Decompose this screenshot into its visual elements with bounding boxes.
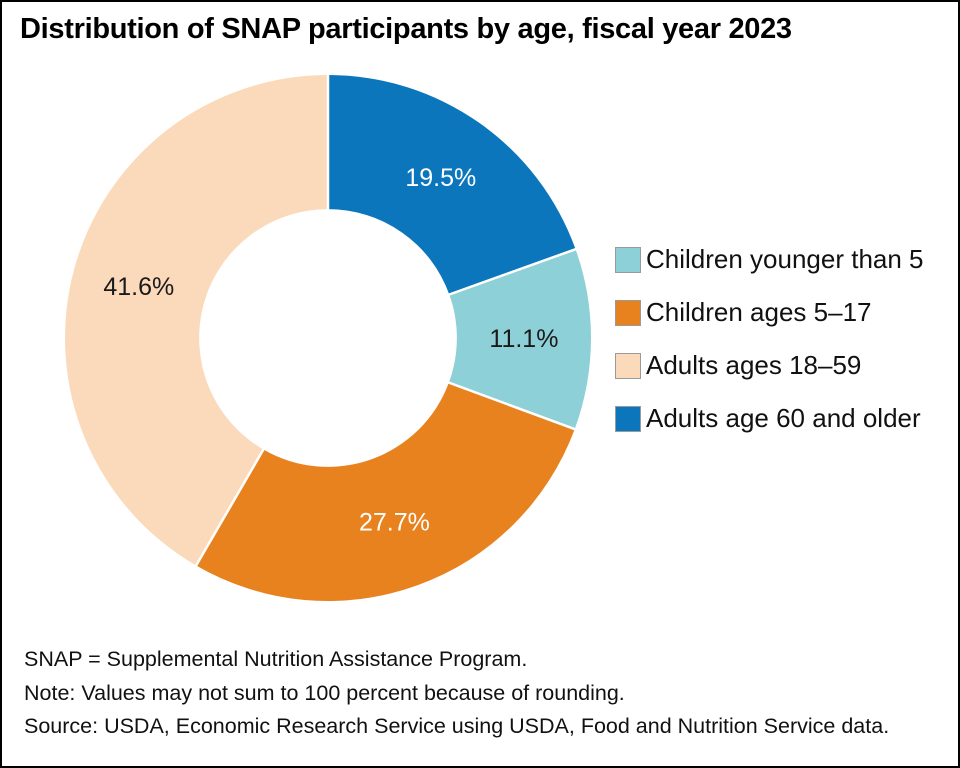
donut-segment-children-younger-than-5 xyxy=(448,249,591,430)
legend-item-children-ages-5-17: Children ages 5–17 xyxy=(615,286,924,339)
donut-segment-adults-age-60-and-older xyxy=(328,75,576,295)
legend-label: Children ages 5–17 xyxy=(646,297,872,327)
value-label-adults-ages-18-59: 41.6% xyxy=(103,273,174,301)
chart-legend: Children younger than 5 Children ages 5–1… xyxy=(615,233,924,445)
legend-swatch-children-ages-5-17 xyxy=(615,299,641,326)
legend-label: Adults age 60 and older xyxy=(646,403,921,433)
segment-separator xyxy=(445,380,578,431)
legend-swatch-children-younger-than-5 xyxy=(615,246,641,273)
value-label-children-younger-than-5: 11.1% xyxy=(489,325,558,353)
value-label-adults-age-60-and-older: 19.5% xyxy=(405,164,476,192)
legend-item-adults-ages-18-59: Adults ages 18–59 xyxy=(615,339,924,392)
legend-label: Children younger than 5 xyxy=(646,244,924,274)
footnote-source: Source: USDA, Economic Research Service … xyxy=(24,714,890,738)
footnote-snap-definition: SNAP = Supplemental Nutrition Assistance… xyxy=(24,647,528,671)
legend-swatch-adults-ages-18-59 xyxy=(615,352,641,379)
legend-item-adults-age-60-and-older: Adults age 60 and older xyxy=(615,392,924,445)
donut-chart: 19.5% 11.1% 27.7% 41.6% xyxy=(64,74,591,602)
donut-segment-adults-ages-18-59 xyxy=(64,75,328,566)
legend-swatch-adults-age-60-and-older xyxy=(615,405,641,432)
chart-title: Distribution of SNAP participants by age… xyxy=(20,13,792,45)
segment-separator xyxy=(446,247,578,297)
legend-label: Adults ages 18–59 xyxy=(646,350,862,380)
legend-item-children-younger-than-5: Children younger than 5 xyxy=(615,233,924,286)
donut-segment-children-ages-5-17 xyxy=(196,382,575,602)
segment-separator xyxy=(194,446,266,568)
footnotes: SNAP = Supplemental Nutrition Assistance… xyxy=(24,643,889,744)
value-label-children-ages-5-17: 27.7% xyxy=(359,508,430,536)
footnote-rounding-note: Note: Values may not sum to 100 percent … xyxy=(24,680,625,705)
